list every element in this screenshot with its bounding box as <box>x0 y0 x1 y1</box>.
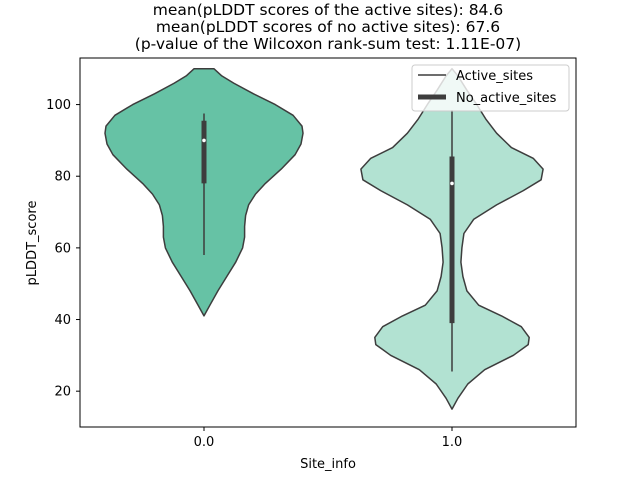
x-axis: 0.0 1.0 <box>194 427 463 450</box>
legend-frame <box>411 64 570 112</box>
y-tick-label: 100 <box>46 98 71 113</box>
violin-median <box>202 138 206 143</box>
y-tick-label: 60 <box>54 241 71 256</box>
plot-frame <box>79 57 577 428</box>
chart-title-line-2: mean(pLDDT scores of no active sites): 6… <box>156 18 500 36</box>
legend-label-no-active-sites: No_active_sites <box>456 91 557 106</box>
violin-median <box>450 181 454 186</box>
violin-group <box>360 67 544 410</box>
x-axis-label: Site_info <box>300 457 356 472</box>
y-tick-label: 20 <box>54 385 71 400</box>
chart-title-line-1: mean(pLDDT scores of the active sites): … <box>153 1 503 19</box>
y-axis: 20 40 60 80 100 <box>46 98 80 400</box>
x-tick-label: 0.0 <box>194 435 215 450</box>
x-tick-label: 1.0 <box>442 435 463 450</box>
legend: Active_sites No_active_sites <box>411 64 570 112</box>
legend-label-active-sites: Active_sites <box>456 69 533 84</box>
violin-group <box>104 67 304 317</box>
violins-layer <box>104 67 544 410</box>
y-axis-label: pLDDT_score <box>25 201 40 286</box>
y-tick-label: 40 <box>54 313 71 328</box>
y-tick-label: 80 <box>54 170 71 185</box>
chart-title-line-3: (p-value of the Wilcoxon rank-sum test: … <box>135 35 521 53</box>
